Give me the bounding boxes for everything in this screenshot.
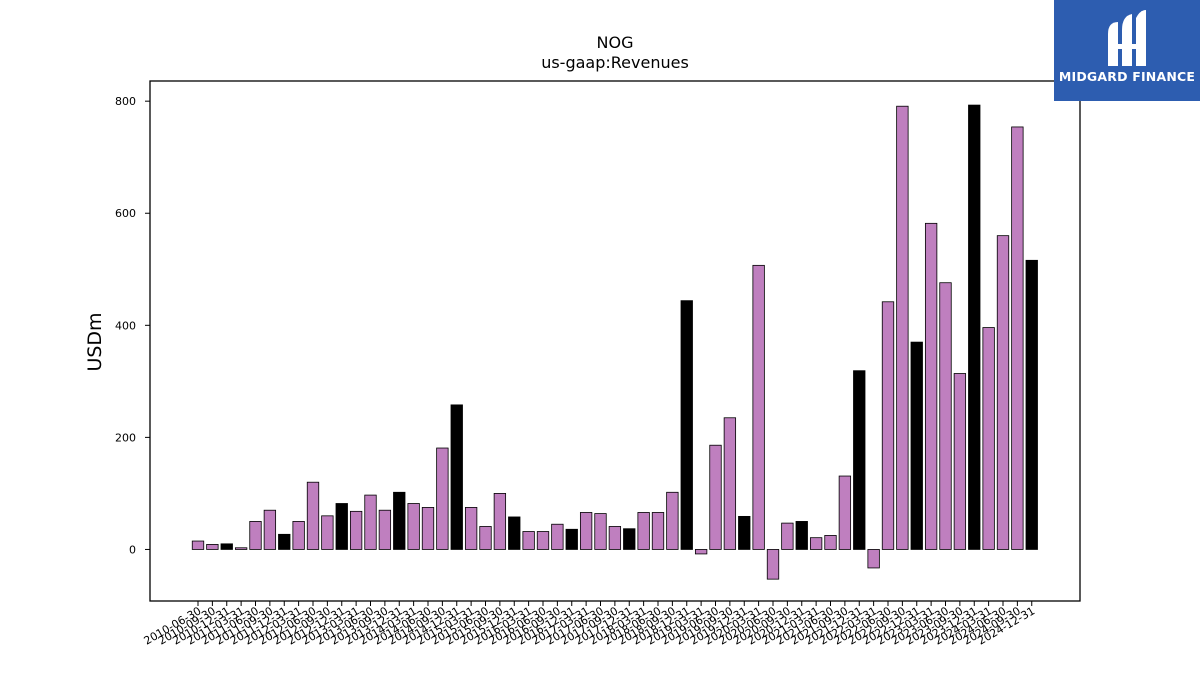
- bar-2022-09-30: [896, 105, 909, 550]
- bar-2017-12-31: [623, 528, 636, 550]
- bar-2011-12-31: [278, 533, 291, 550]
- bar-2022-12-31: [910, 341, 923, 550]
- bar-2014-09-30: [436, 447, 449, 550]
- bar-2021-06-30: [824, 535, 837, 550]
- bar-2016-09-30: [551, 523, 564, 550]
- bar-2013-06-30: [364, 494, 377, 550]
- bar-2011-03-31: [234, 547, 248, 550]
- bar-2018-12-31: [680, 300, 693, 550]
- bar-2024-03-31: [982, 327, 995, 550]
- bar-2021-03-31: [809, 537, 823, 550]
- y-axis: 0 200 400 600 800: [115, 95, 150, 556]
- bar-2021-12-31: [853, 370, 866, 550]
- bar-2014-06-30: [421, 507, 435, 550]
- bar-2020-12-31: [795, 521, 808, 550]
- bar-2021-09-30: [838, 475, 852, 550]
- y-tick-label-400: 400: [115, 319, 136, 332]
- bar-2013-12-31: [393, 491, 406, 550]
- bar-2019-12-31: [738, 515, 751, 550]
- bar-2011-06-30: [249, 521, 262, 550]
- bar-2020-03-31: [752, 264, 765, 550]
- chart-title: NOG: [597, 33, 634, 52]
- chart-subtitle: us-gaap:Revenues: [541, 53, 689, 72]
- y-tick-label-200: 200: [115, 431, 136, 444]
- bar-2013-09-30: [378, 509, 392, 550]
- midgard-finance-logo: MIDGARD FINANCE: [1054, 0, 1200, 101]
- bar-2012-03-31: [292, 521, 305, 550]
- midgard-logo-icon: [1108, 10, 1146, 66]
- y-tick-label-0: 0: [129, 543, 136, 556]
- bar-2016-06-30: [536, 531, 550, 550]
- bar-2010-09-30: [206, 544, 219, 550]
- bar-2014-12-31: [450, 404, 463, 550]
- bar-2015-03-31: [464, 507, 478, 550]
- y-axis-label: USDm: [84, 312, 106, 371]
- bar-2019-03-31: [694, 549, 708, 555]
- bar-2015-09-30: [493, 493, 507, 550]
- bar-2023-12-31: [968, 104, 981, 550]
- bar-2015-06-30: [479, 526, 492, 550]
- bar-2012-09-30: [321, 515, 334, 550]
- bar-2018-09-30: [666, 491, 679, 550]
- bar-2017-03-31: [579, 512, 593, 550]
- bar-2020-09-30: [781, 522, 794, 550]
- bar-2018-06-30: [651, 512, 665, 550]
- bar-2019-09-30: [723, 417, 737, 550]
- bar-2013-03-31: [349, 510, 363, 550]
- bar-2019-06-30: [709, 444, 722, 550]
- bar-2022-06-30: [881, 301, 895, 550]
- bar-2017-09-30: [608, 526, 622, 550]
- x-axis: 2010-06-302010-09-302010-12-312011-03-31…: [142, 601, 1037, 648]
- bar-2023-03-31: [924, 222, 938, 550]
- bar-2023-09-30: [953, 373, 967, 550]
- bar-2015-12-31: [508, 516, 521, 550]
- bar-2014-03-31: [407, 503, 420, 550]
- bar-2017-06-30: [594, 513, 607, 550]
- bar-2016-12-31: [565, 528, 578, 550]
- y-tick-label-800: 800: [115, 95, 136, 108]
- bar-2023-06-30: [939, 282, 952, 550]
- bar-2012-06-30: [306, 481, 320, 550]
- y-tick-label-600: 600: [115, 207, 136, 220]
- bar-2011-09-30: [263, 509, 277, 550]
- bar-2016-03-31: [522, 531, 535, 550]
- bar-2012-12-31: [335, 503, 348, 550]
- bar-2010-06-30: [191, 540, 205, 550]
- bar-2018-03-31: [637, 512, 650, 550]
- logo-text: MIDGARD FINANCE: [1058, 69, 1196, 84]
- bar-2024-09-30: [1011, 126, 1024, 550]
- bar-2020-06-30: [766, 549, 780, 580]
- bar-2022-03-31: [867, 549, 880, 569]
- bars-group: [191, 104, 1038, 580]
- bar-2024-12-31: [1025, 259, 1038, 550]
- bar-2010-12-31: [220, 543, 233, 550]
- bar-2024-06-30: [996, 235, 1010, 550]
